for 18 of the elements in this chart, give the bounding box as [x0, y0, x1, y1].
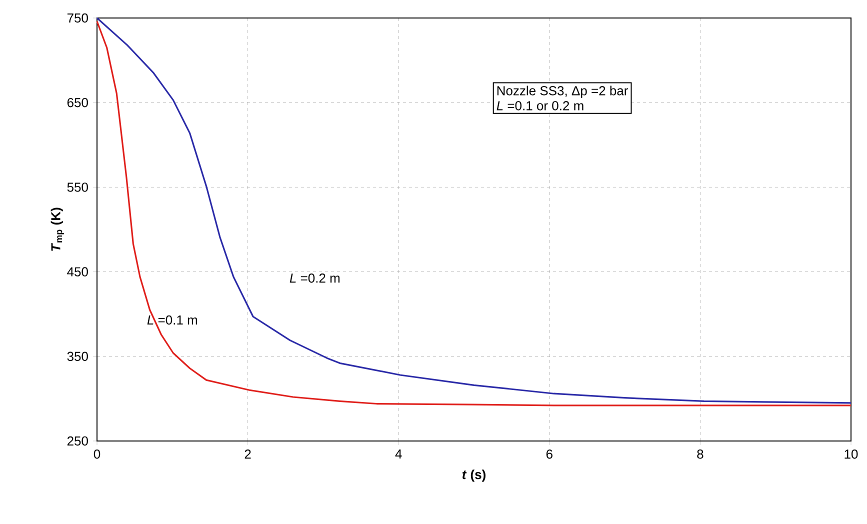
x-tick-label: 4 [395, 450, 402, 458]
y-axis-title: T$_{mp}$ (K) [50, 208, 64, 251]
annotation: L =0.1 m [147, 315, 198, 325]
x-tick-label: 2 [244, 450, 251, 459]
x-axis-title: t (s) [462, 470, 486, 482]
annotation: Nozzle SS3, Δp =2 bar [497, 86, 628, 98]
y-tick-label: 550 [67, 182, 88, 192]
annotation: L =0.1 or 0.2 m [496, 101, 584, 110]
y-tick-label: 250 [67, 436, 88, 446]
y-tick-label: 450 [67, 267, 88, 276]
y-tick-label: 350 [67, 352, 88, 361]
x-tick-label: 8 [697, 450, 704, 459]
y-tick-label: 750 [67, 13, 88, 23]
x-tick-label: 0 [94, 450, 100, 459]
x-tick-label: 10 [844, 450, 858, 459]
x-tick-label: 6 [546, 450, 552, 459]
annotation: L =0.2 m [290, 274, 340, 283]
y-tick-label: 650 [67, 98, 88, 108]
